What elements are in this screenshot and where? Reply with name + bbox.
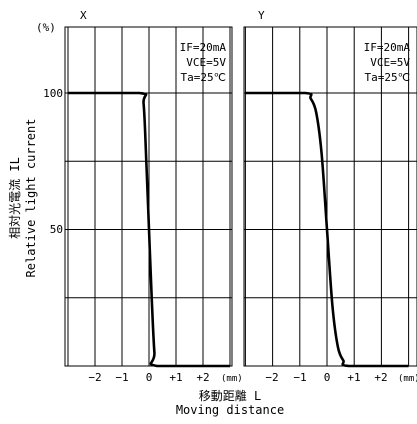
y-tick-50: 50 (50, 223, 63, 236)
panel-y-title: Y (258, 9, 265, 22)
panel-y-xtick-3: 0 (324, 371, 331, 384)
y-axis-label: 相対光電流 IL Relative light current (8, 119, 38, 278)
panel-x-condition-1: IF=20mA (180, 41, 227, 54)
panel-y-series-line (245, 91, 409, 368)
y-unit-label: (%) (36, 21, 56, 34)
panel-x: X (%) 100 50 IF=20mA VCE=5V Ta=25℃ −2 −1… (36, 9, 243, 384)
panel-y-xtick-5: +2 (374, 371, 387, 384)
y-axis-label-en: Relative light current (24, 119, 38, 278)
y-axis-label-jp: 相対光電流 IL (8, 157, 22, 239)
panel-y-condition-1: IF=20mA (364, 41, 411, 54)
panel-y-grid (244, 27, 417, 366)
panel-y-xtick-1: −2 (265, 371, 278, 384)
panel-x-x-unit: (mm) (221, 374, 243, 384)
panel-x-xtick-3: 0 (146, 371, 153, 384)
panel-y: Y IF=20mA VCE=5V Ta=25℃ −2 −1 0 +1 +2 (m… (243, 9, 417, 384)
panel-x-x-ticks: −2 −1 0 +1 +2 (mm) (88, 371, 242, 384)
x-axis-label-en: Moving distance (176, 403, 284, 417)
panel-y-condition-3: Ta=25℃ (365, 71, 410, 84)
panel-x-title: X (80, 9, 87, 22)
panel-x-series-line (68, 91, 230, 368)
panel-y-xtick-2: −1 (293, 371, 306, 384)
panel-x-condition-3: Ta=25℃ (181, 71, 226, 84)
panel-y-xtick-4: +1 (347, 371, 360, 384)
panel-x-xtick-2: −1 (115, 371, 128, 384)
panel-x-xtick-1: −2 (88, 371, 101, 384)
panel-y-x-unit: (mm) (398, 374, 417, 384)
panel-x-xtick-4: +1 (169, 371, 182, 384)
panel-y-frame (243, 26, 417, 367)
panel-y-x-ticks: −2 −1 0 +1 +2 (mm) (265, 371, 417, 384)
y-tick-100: 100 (43, 87, 63, 100)
panel-x-xtick-5: +2 (196, 371, 209, 384)
x-axis-label-jp: 移動距離 L (199, 389, 261, 403)
panel-x-condition-2: VCE=5V (186, 56, 226, 69)
panel-y-condition-2: VCE=5V (370, 56, 410, 69)
